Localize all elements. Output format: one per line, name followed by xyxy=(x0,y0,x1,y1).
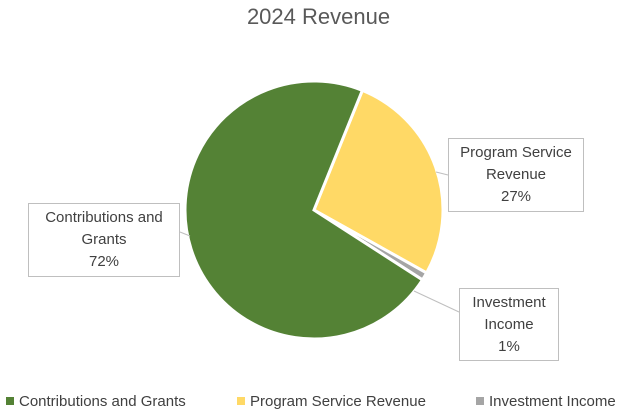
callout-investment-line2: Income xyxy=(484,315,534,333)
legend-label-program-service: Program Service Revenue xyxy=(250,392,426,410)
callout-contributions-line2: Grants xyxy=(81,231,127,248)
callout-program-line2: Revenue xyxy=(485,166,547,183)
leader-line-contributions xyxy=(179,231,191,237)
legend-swatch-contributions xyxy=(6,397,14,405)
legend-item-contributions[interactable]: Contributions and Grants xyxy=(6,393,186,410)
legend-label-contributions: Contributions and Grants xyxy=(19,392,186,410)
legend-item-program-service[interactable]: Program Service Revenue xyxy=(237,393,426,410)
callout-program-line1: Program Service xyxy=(460,144,572,161)
leader-line-program-service xyxy=(435,171,449,176)
callout-contributions-pct: 72% xyxy=(88,253,120,270)
callout-program-pct: 27% xyxy=(500,188,532,205)
callout-investment: Investment Income 1% xyxy=(459,288,559,361)
legend-swatch-program-service xyxy=(237,397,245,405)
legend-label-investment: Investment Income xyxy=(489,392,616,410)
callout-investment-pct: 1% xyxy=(498,337,520,355)
callout-contributions: Contributions and Grants 72% xyxy=(28,203,180,277)
callout-contributions-line1: Contributions and xyxy=(45,209,163,226)
legend-swatch-investment xyxy=(476,397,484,405)
chart-title: 2024 Revenue xyxy=(246,4,391,29)
legend-item-investment[interactable]: Investment Income xyxy=(476,393,616,410)
callout-investment-line1: Investment xyxy=(472,293,546,311)
legend: Contributions and Grants Program Service… xyxy=(0,390,637,412)
callout-program-service: Program Service Revenue 27% xyxy=(448,138,584,212)
slice-contributions[interactable] xyxy=(183,79,425,341)
leader-line-investment xyxy=(413,290,460,313)
